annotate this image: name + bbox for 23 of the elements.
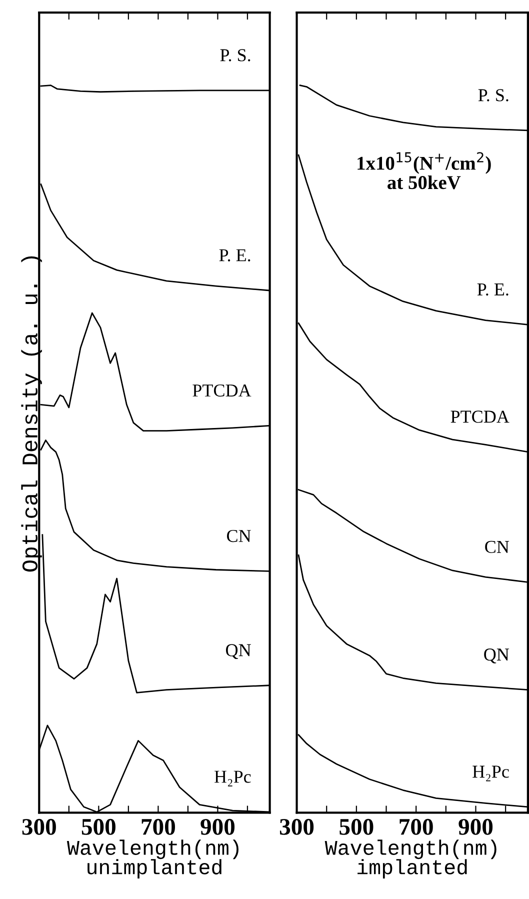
series-label: CN	[226, 530, 251, 542]
series-label: QN	[484, 648, 510, 664]
x-tick-label: 500	[340, 818, 374, 835]
x-tick-label: 900	[200, 818, 235, 835]
series-label: PTCDA	[450, 410, 510, 423]
series-label: H₂Pc	[214, 770, 251, 786]
x-axis-title: Wavelength(nm) implanted	[324, 840, 496, 879]
series-label: PTCDA	[192, 384, 252, 397]
x-tick-label: 300	[280, 818, 314, 835]
series-label: H₂Pc	[472, 766, 509, 782]
series-label: P. E.	[477, 284, 508, 296]
x-tick-label: 300	[22, 818, 56, 835]
series-label: QN	[226, 644, 251, 660]
x-tick-label: 500	[82, 818, 116, 835]
series-label: P. S.	[478, 89, 508, 102]
text: 1x10$^{15}$(N$^{+}$/cm$^{2}$) at 50keV	[358, 152, 491, 190]
x-axis-title: Wavelength(nm) unimplanted	[66, 840, 238, 879]
x-tick-label: 900	[458, 818, 493, 835]
x-tick-label: 700	[400, 818, 433, 835]
series-label: P. S.	[220, 49, 250, 62]
series-label: CN	[485, 540, 510, 553]
x-tick-label: 700	[142, 818, 175, 835]
series-label: P. E.	[219, 249, 250, 262]
